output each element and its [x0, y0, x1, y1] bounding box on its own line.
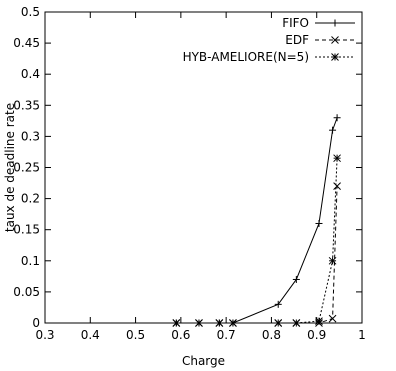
- series-fifo: [172, 114, 341, 327]
- legend-marker: [331, 19, 339, 27]
- data-point: [328, 256, 337, 265]
- x-tick-label: 1: [358, 328, 366, 342]
- data-point: [328, 314, 337, 323]
- plot-frame: [44, 11, 363, 324]
- y-axis-label: taux de deadline rate: [3, 103, 17, 232]
- y-tick-label: 0.35: [13, 98, 40, 112]
- legend-marker: [331, 53, 339, 61]
- x-tick-label: 0.4: [81, 328, 100, 342]
- series-edf: [172, 182, 341, 327]
- series-line: [176, 158, 338, 324]
- data-point: [329, 126, 337, 134]
- y-tick-label: 0.25: [13, 161, 40, 175]
- x-tick-label: 0.6: [171, 328, 190, 342]
- x-tick-label: 0.8: [262, 328, 281, 342]
- y-tick-label: 0.4: [21, 67, 40, 81]
- data-point: [315, 219, 323, 227]
- y-axis-ticks: 0 0.05 0.1 0.15 0.2 0.25 0.3 0.35 0.4 0.45 0.5: [13, 5, 362, 330]
- y-tick-label: 0.2: [21, 192, 40, 206]
- legend-label: EDF: [285, 33, 309, 47]
- legend-label: HYB-AMELIORE(N=5): [183, 50, 309, 64]
- y-tick-label: 0.45: [13, 36, 40, 50]
- data-point: [315, 317, 323, 325]
- legend: FIFO EDF HYB-AMELIORE(N=5): [183, 16, 355, 64]
- x-axis-label: Charge: [182, 354, 225, 368]
- y-tick-label: 0.3: [21, 129, 40, 143]
- legend-label: FIFO: [282, 16, 309, 30]
- x-tick-label: 0.3: [35, 328, 54, 342]
- series-line: [176, 117, 338, 324]
- series-line: [176, 186, 338, 324]
- data-point: [333, 182, 341, 191]
- series-layer: [172, 114, 341, 327]
- data-point: [333, 114, 341, 122]
- y-tick-label: 0.5: [21, 5, 40, 19]
- y-tick-label: 0.15: [13, 223, 40, 237]
- data-point: [274, 300, 282, 308]
- y-tick-label: 0.1: [21, 254, 40, 268]
- x-tick-label: 0.9: [307, 328, 326, 342]
- x-tick-label: 0.5: [126, 328, 145, 342]
- data-point: [333, 154, 341, 163]
- legend-marker: [331, 36, 339, 44]
- x-axis-ticks: 0.3 0.4 0.5 0.6 0.7 0.8 0.9 1: [35, 12, 366, 342]
- y-tick-label: 0: [32, 316, 40, 330]
- data-point: [292, 275, 300, 283]
- y-tick-label: 0.05: [13, 285, 40, 299]
- x-tick-label: 0.7: [217, 328, 236, 342]
- series-hyb-ameliore-n-5-: [172, 154, 341, 327]
